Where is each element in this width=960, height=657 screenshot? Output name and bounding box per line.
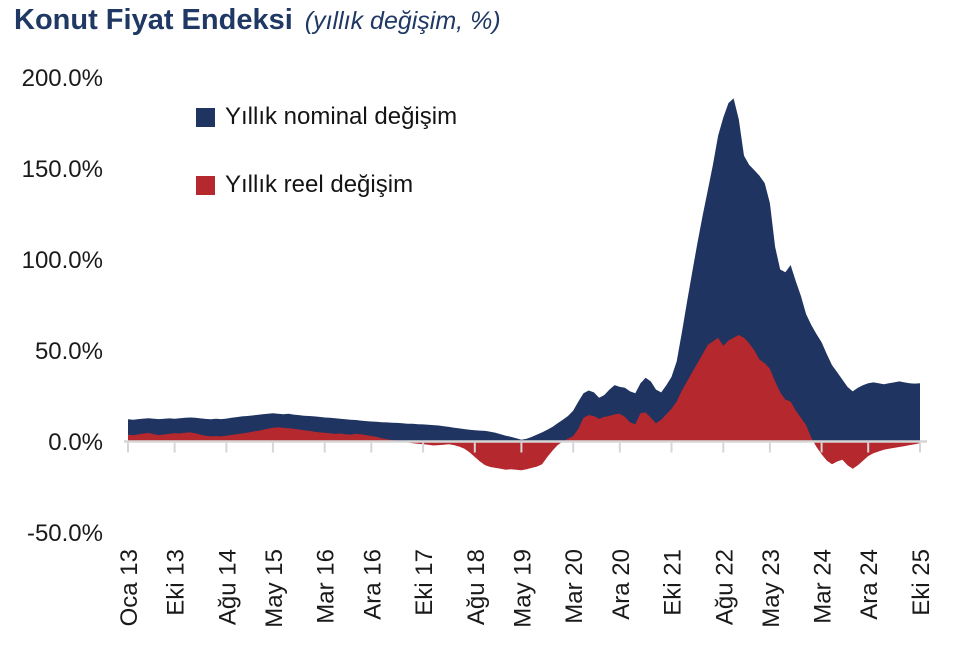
x-axis-tick-label: May 19 <box>509 549 536 628</box>
x-axis-tick-label: Eki 17 <box>411 549 438 616</box>
x-axis-tick-label: Ağu 22 <box>711 549 738 625</box>
x-axis-tick-label: Ara 20 <box>608 549 635 620</box>
real-area-series <box>128 335 920 471</box>
legend-item-nominal: Yıllık nominal değişim <box>196 102 457 132</box>
page-title: Konut Fiyat Endeksi <box>14 4 293 36</box>
legend-label-reel: Yıllık reel değişim <box>225 171 414 198</box>
x-axis-tick-label: Mar 24 <box>810 549 837 624</box>
x-axis-tick-label: Ara 16 <box>359 549 386 620</box>
chart-title-row: Konut Fiyat Endeksi (yıllık değişim, %) <box>14 4 501 37</box>
x-axis-tick-label: Eki 13 <box>163 549 190 616</box>
x-axis-tick-label: May 23 <box>758 549 785 628</box>
x-axis-tick-label: Ağu 14 <box>214 549 241 625</box>
y-axis-tick-label: -50.0% <box>27 520 103 547</box>
legend-label-nominal: Yıllık nominal değişim <box>225 103 458 130</box>
y-axis-tick-label: 0.0% <box>48 429 103 456</box>
x-axis-ticks <box>127 442 921 453</box>
page-subtitle: (yıllık değişim, %) <box>304 7 501 35</box>
y-axis-tick-label: 150.0% <box>22 156 103 183</box>
x-axis-tick-label: Oca 13 <box>116 549 143 626</box>
x-axis-tick-label: Ağu 18 <box>463 549 490 625</box>
x-axis-tick-label: Eki 25 <box>908 549 935 616</box>
x-axis-tick-label: May 15 <box>261 549 288 628</box>
y-axis-tick-label: 100.0% <box>22 247 103 274</box>
x-axis-tick-label: Eki 21 <box>660 549 687 616</box>
x-axis-tick-label: Mar 20 <box>561 549 588 624</box>
x-axis-tick-label: Ara 24 <box>856 549 883 620</box>
y-axis-tick-labels: 200.0% 150.0% 100.0% 50.0% 0.0% -50.0% <box>22 65 103 547</box>
legend-swatch-nominal-icon <box>196 107 215 127</box>
x-axis-tick-labels: Oca 13 Eki 13 Ağu 14 May 15 Mar 16 Ara 1… <box>116 549 935 628</box>
chart-legend: Yıllık nominal değişim Yıllık reel değiş… <box>196 102 457 238</box>
y-axis-tick-label: 200.0% <box>22 65 103 92</box>
y-axis-tick-label: 50.0% <box>35 338 103 365</box>
legend-swatch-reel-icon <box>196 175 215 195</box>
legend-item-reel: Yıllık reel değişim <box>196 170 457 200</box>
x-axis-tick-label: Mar 16 <box>313 549 340 624</box>
